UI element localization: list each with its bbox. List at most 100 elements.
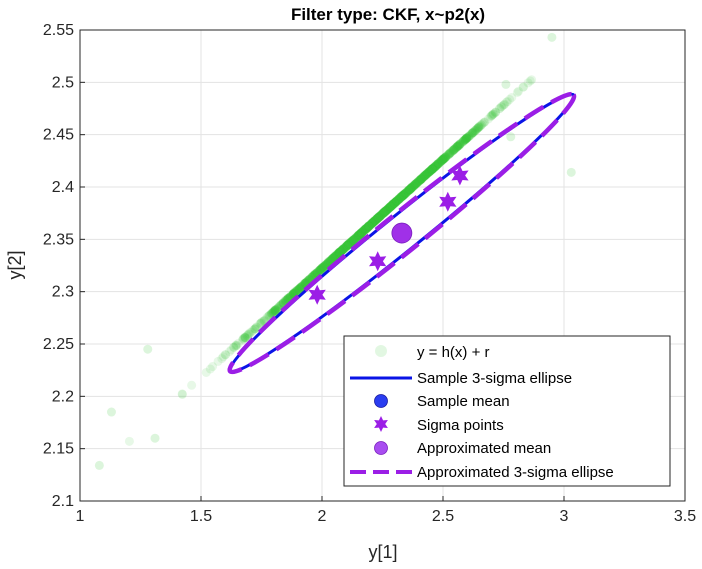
scatter-point [358,226,368,236]
scatter-point [363,222,373,232]
scatter-point [371,215,381,225]
scatter-point [331,251,341,261]
scatter-point [390,198,400,208]
scatter-point [355,229,365,239]
scatter-point [414,176,424,186]
scatter-point [394,195,404,205]
scatter-point [364,221,374,231]
scatter-point [348,236,358,246]
scatter-point [424,167,434,177]
scatter-point [428,164,438,174]
scatter-point [503,96,513,106]
scatter-point [426,165,436,175]
scatter-point [318,263,328,273]
scatter-point [405,184,415,194]
scatter-point [419,171,429,181]
scatter-point [373,213,383,223]
scatter-point [479,117,489,127]
scatter-point [238,334,248,344]
scatter-point [354,230,364,240]
scatter-point [444,149,454,159]
scatter-point [370,215,380,225]
scatter-point [336,246,346,256]
scatter-point [427,164,437,174]
scatter-point [355,230,365,240]
scatter-point [335,248,345,258]
scatter-point [404,186,414,196]
scatter-point [362,223,372,233]
scatter-point [402,187,412,197]
scatter-point [439,154,449,164]
scatter-point [365,220,375,230]
scatter-point [410,179,420,189]
scatter-point [424,167,434,177]
scatter-point [388,199,398,209]
scatter-point [344,239,354,249]
scatter-point [455,139,465,149]
scatter-point [94,460,104,470]
scatter-point [355,229,365,239]
scatter-point [316,265,326,275]
scatter-point [383,204,393,214]
sigma-point-marker [439,191,457,212]
scatter-point [231,341,241,351]
scatter-point [400,188,410,198]
scatter-point [475,121,485,131]
scatter-point [238,334,248,344]
scatter-point [406,183,416,193]
scatter-point [435,157,445,167]
scatter-point [422,168,432,178]
scatter-point [386,201,396,211]
scatter-point [331,250,341,260]
scatter-point [403,186,413,196]
scatter-point [337,245,347,255]
scatter-point [333,249,343,259]
scatter-point [400,189,410,199]
scatter-point [407,183,417,193]
scatter-point [355,230,365,240]
scatter-point [413,177,423,187]
scatter-point [353,231,363,241]
y-tick-label: 2.2 [52,388,74,405]
scatter-point [384,203,394,213]
scatter-point [431,161,441,171]
scatter-point [400,189,410,199]
scatter-point [391,197,401,207]
y-tick-label: 2.45 [43,127,74,144]
scatter-point [386,201,396,211]
scatter-point [329,253,339,263]
scatter-point [452,142,462,152]
scatter-point [334,248,344,258]
scatter-point [357,228,367,238]
legend: y = h(x) + r Sample 3-sigma ellipse Samp… [343,335,671,487]
scatter-point [376,211,386,221]
scatter-point [395,193,405,203]
scatter-point [409,181,419,191]
scatter-point [368,218,378,228]
scatter-point [463,132,473,142]
scatter-point [405,184,415,194]
scatter-point [240,332,250,342]
scatter-point [343,240,353,250]
scatter-point [425,166,435,176]
scatter-point [486,111,496,121]
scatter-point [427,164,437,174]
scatter-point [378,208,388,218]
scatter-point [373,213,383,223]
ticks: 1 1.5 2 2.5 3 3.5 2.1 2.15 2.2 2.25 2.3 2.35 2.4 2.45… [43,22,696,525]
scatter-point [368,218,378,228]
scatter-point [366,220,376,230]
scatter-point [271,306,281,316]
scatter-point [106,407,116,417]
scatter-point [417,174,427,184]
scatter-point [381,206,391,216]
scatter-point [380,207,390,217]
scatter-point [177,389,187,399]
scatter-point [362,223,372,233]
scatter-point [347,236,357,246]
scatter-point [345,238,355,248]
scatter-point [416,174,426,184]
scatter-point [378,209,388,219]
scatter-point [187,380,197,390]
scatter-point [452,142,462,152]
